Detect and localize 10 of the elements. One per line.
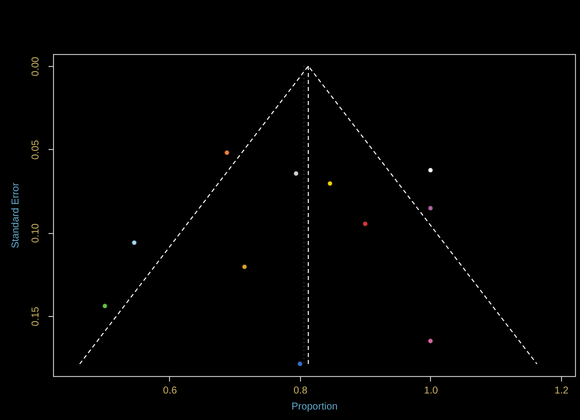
x-tick-label: 0.8 [294,386,308,396]
y-tick-label: 0.05 [30,140,42,160]
y-tick-label: 0.15 [30,306,42,326]
y-tick-label: 0.00 [30,56,42,76]
x-axis-title: Proportion [291,402,338,412]
y-tick-label: 0.10 [30,223,42,243]
y-axis-title: Standard Error [10,182,22,248]
x-tick-label: 1.0 [424,386,438,396]
x-tick-label: 0.6 [163,386,178,396]
x-tick-label: 1.2 [554,386,569,396]
